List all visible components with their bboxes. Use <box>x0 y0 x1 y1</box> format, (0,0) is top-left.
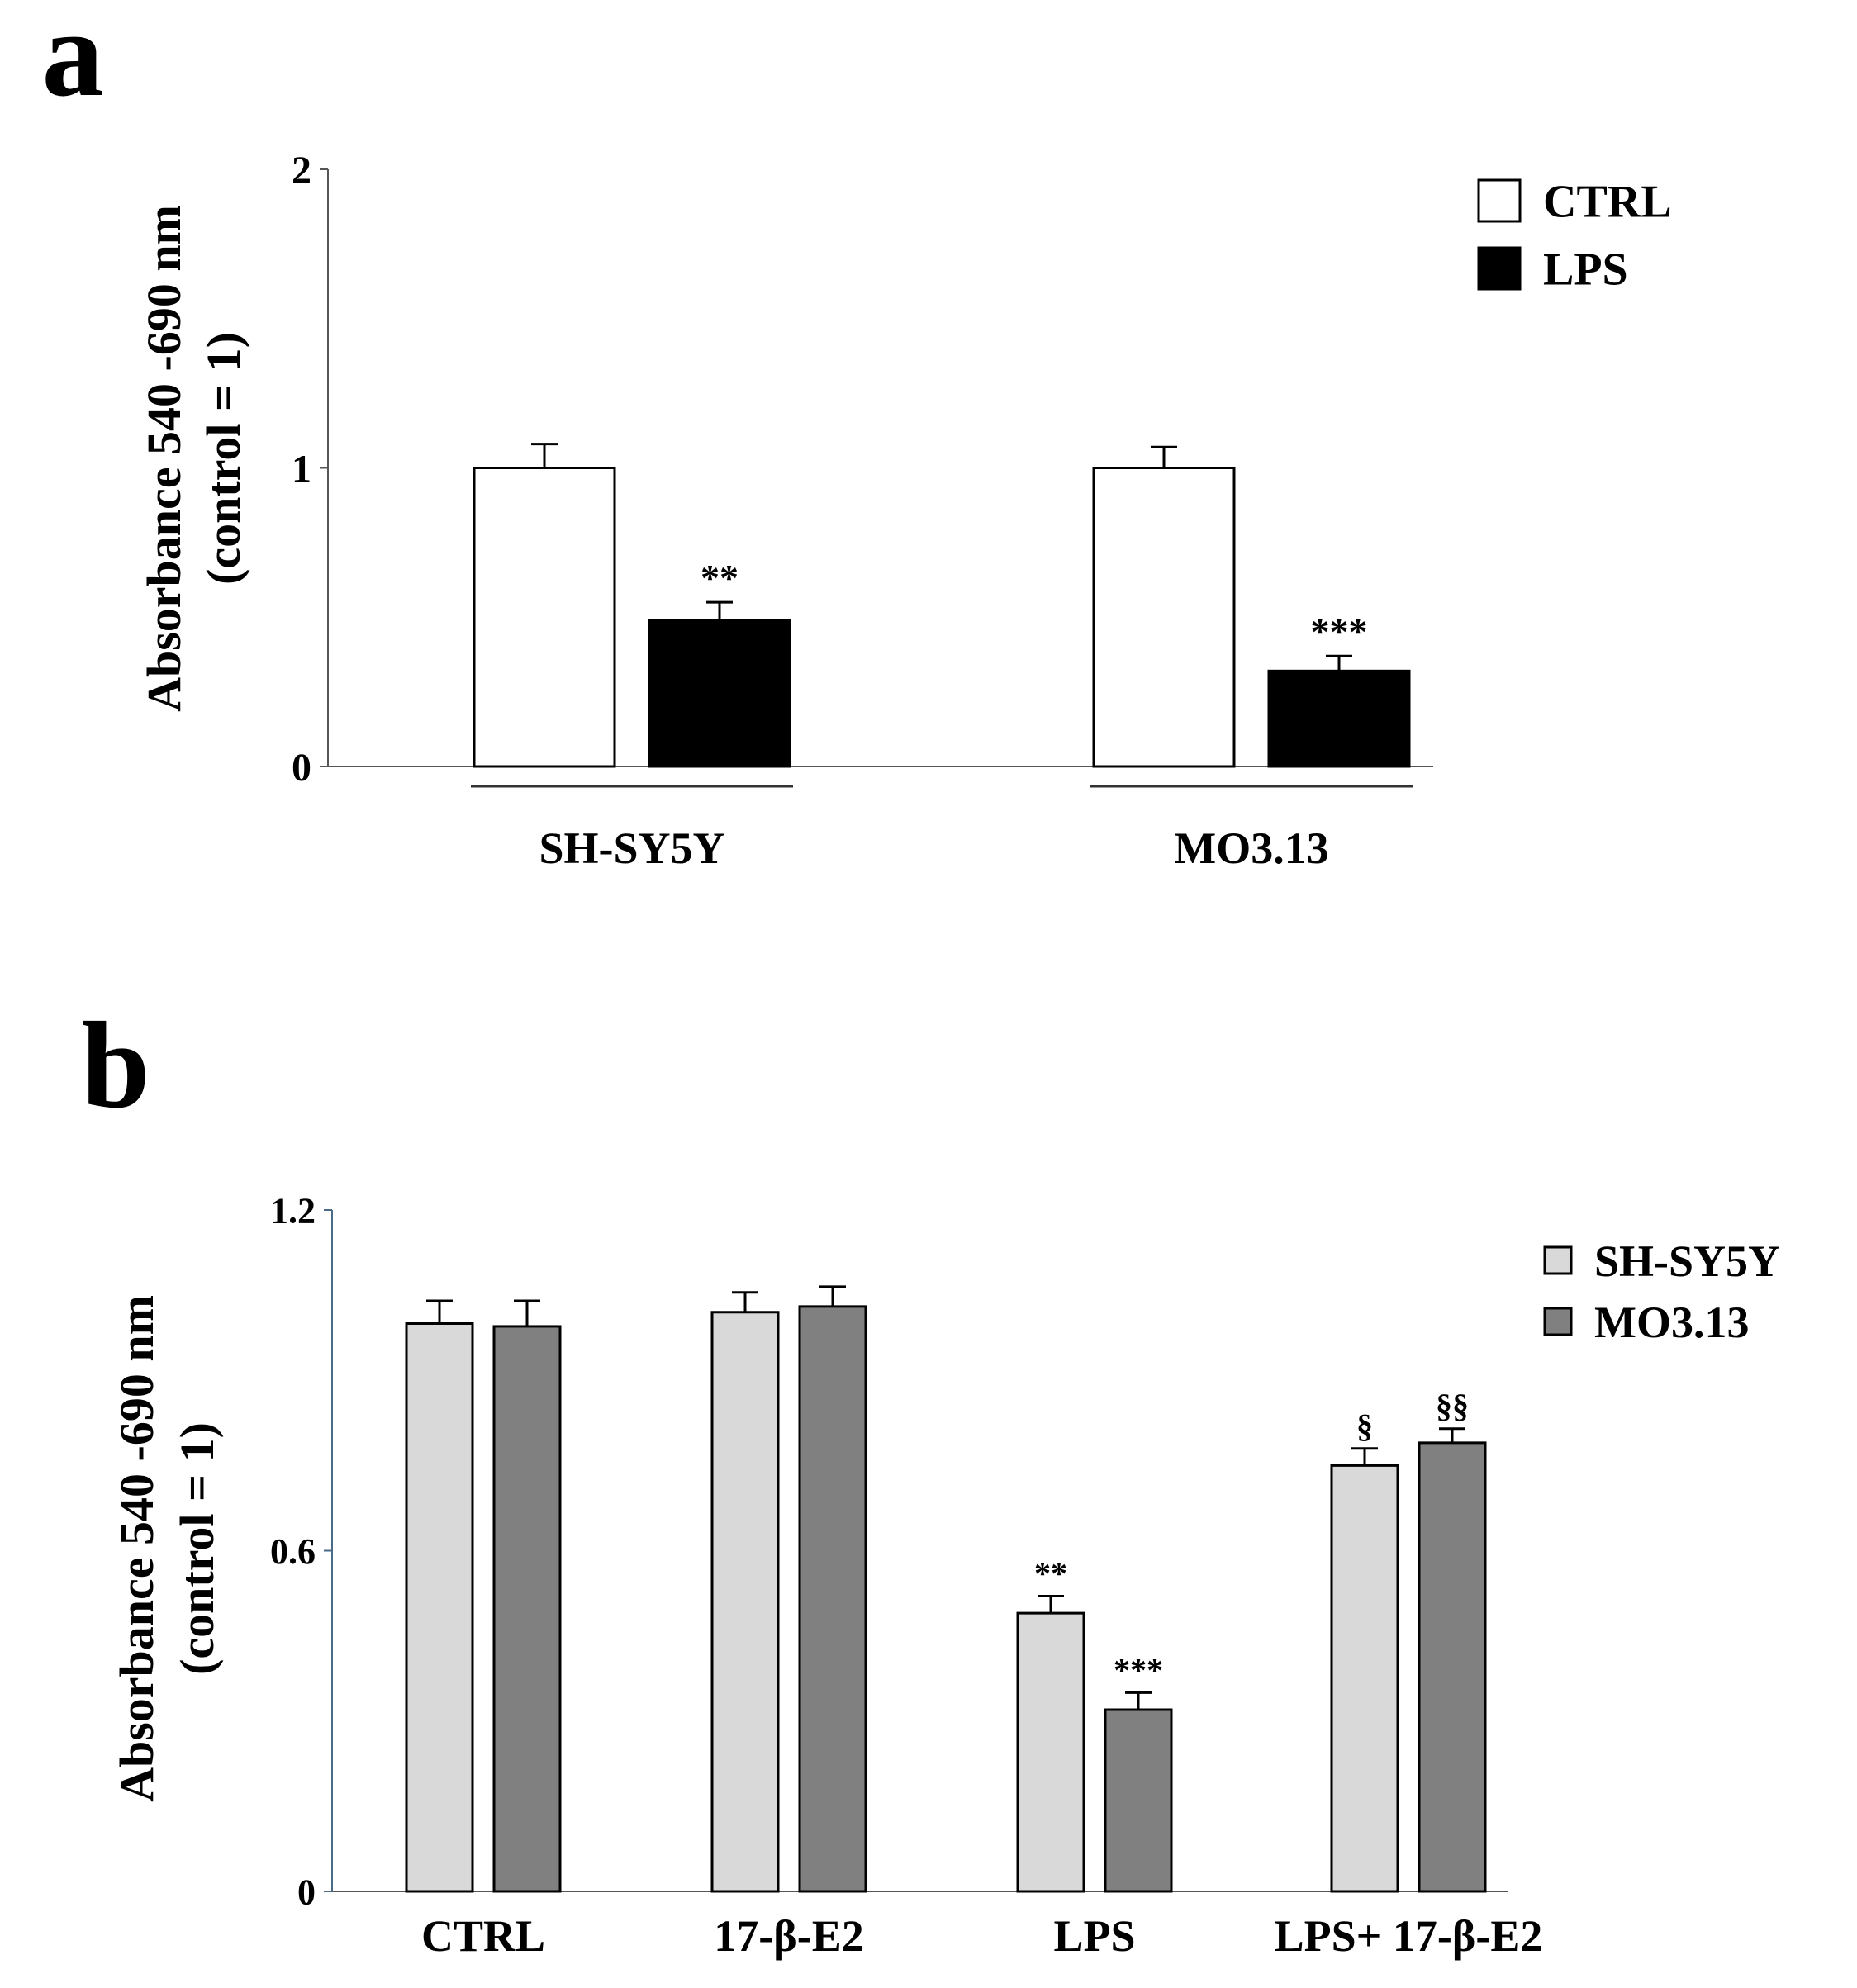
bar-mo3-13 <box>492 1325 562 1893</box>
significance-marker: §§ <box>1436 1388 1469 1425</box>
panel-a: a 0 1 2 Absorbance 540 -690 nm (control = 1) *… <box>42 0 1672 873</box>
bar-ctrl <box>1092 467 1236 768</box>
panel-b: b 0 0.6 1.2 Absorbance 540 -690 nm (control =… <box>81 997 1780 1961</box>
y-axis-label-secondary: (control = 1) <box>170 1422 224 1675</box>
bar-sh-sy5y <box>1330 1464 1399 1893</box>
legend-swatch <box>1477 246 1522 291</box>
significance-marker: *** <box>1114 1651 1163 1688</box>
bar-mo3-13 <box>1418 1441 1487 1893</box>
y-tick-label: 1 <box>292 447 311 491</box>
y-axis-label: Absorbance 540 -690 nm <box>110 1295 164 1802</box>
y-tick-label: 0 <box>292 746 311 790</box>
x-category-label: 17-β-E2 <box>714 1911 863 1961</box>
legend-swatch <box>1543 1307 1573 1336</box>
x-category-label: CTRL <box>421 1911 545 1961</box>
significance-marker: *** <box>1311 610 1368 652</box>
significance-marker: ** <box>1034 1555 1067 1592</box>
y-tick-label: 2 <box>292 149 311 192</box>
legend-label: MO3.13 <box>1594 1298 1749 1347</box>
y-tick-label: 0 <box>297 1872 316 1912</box>
legend-swatch <box>1543 1245 1573 1275</box>
bar-lps <box>1267 669 1411 768</box>
bar-sh-sy5y <box>710 1311 780 1893</box>
x-category-label: LPS+ 17-β-E2 <box>1275 1911 1543 1961</box>
significance-marker: ** <box>701 557 739 599</box>
legend-swatch <box>1477 178 1522 223</box>
bar-ctrl <box>473 467 616 768</box>
panel-label: a <box>42 0 104 122</box>
y-tick-label: 1.2 <box>270 1190 316 1231</box>
x-category-label: SH-SY5Y <box>539 823 724 873</box>
y-tick-label: 0.6 <box>270 1531 316 1572</box>
x-category-label: LPS <box>1053 1911 1135 1961</box>
legend-label: SH-SY5Y <box>1594 1236 1780 1286</box>
bar-mo3-13 <box>1104 1708 1173 1893</box>
y-axis-label: Absorbance 540 -690 nm <box>137 205 191 712</box>
bar-lps <box>648 619 791 768</box>
legend-label: LPS <box>1543 244 1628 296</box>
bar-sh-sy5y <box>405 1322 474 1893</box>
x-category-label: MO3.13 <box>1174 823 1328 873</box>
legend-label: CTRL <box>1543 177 1672 228</box>
bar-mo3-13 <box>798 1305 867 1893</box>
panel-label: b <box>81 997 150 1134</box>
y-axis-label-secondary: (control = 1) <box>197 332 250 585</box>
significance-marker: § <box>1356 1407 1373 1445</box>
bar-sh-sy5y <box>1016 1611 1085 1893</box>
